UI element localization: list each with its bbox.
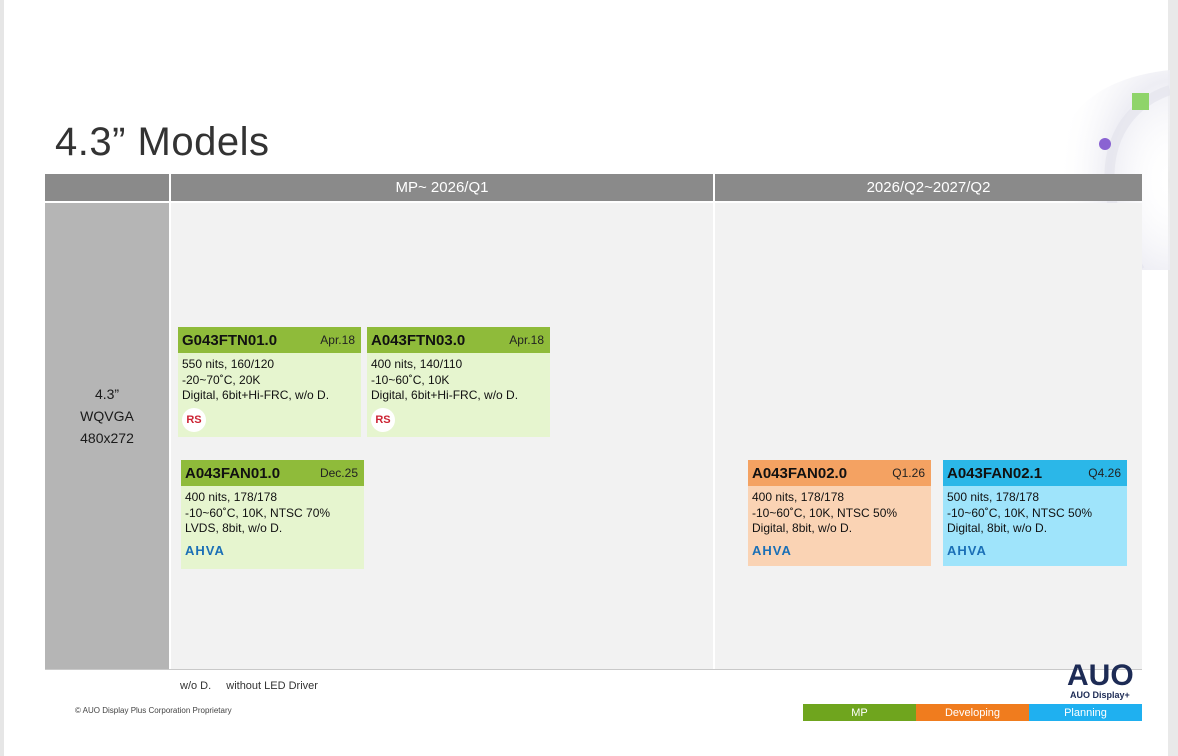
copyright: © AUO Display Plus Corporation Proprieta…	[75, 706, 232, 715]
status-legend: MP Developing Planning	[803, 704, 1142, 721]
legend-item-developing: Developing	[916, 704, 1029, 721]
card-body: 400 nits, 140/110 -10~60˚C, 10K Digital,…	[367, 353, 550, 437]
row-label: 4.3” WQVGA 480x272	[45, 203, 169, 669]
card-date: Apr.18	[509, 333, 544, 347]
card-spec-line: 500 nits, 178/178	[947, 490, 1040, 504]
card-spec-line: 550 nits, 160/120	[182, 357, 275, 371]
card-spec-line: -10~60˚C, 10K, NTSC 50%	[947, 505, 1093, 520]
table-bottom-line	[45, 669, 1142, 670]
footnote-abbr: w/o D.	[180, 680, 212, 692]
card-spec-line: 400 nits, 140/110	[371, 357, 463, 371]
page-edge-left	[0, 0, 4, 756]
card-header: A043FTN03.0 Apr.18	[367, 327, 550, 353]
card-spec-line: 400 nits, 178/178	[185, 490, 278, 504]
rs-badge-icon: RS	[182, 407, 206, 432]
model-card-a043fan01: A043FAN01.0 Dec.25 400 nits, 178/178 -10…	[181, 460, 364, 569]
card-date: Dec.25	[319, 466, 358, 480]
decorative-square	[1132, 93, 1149, 110]
rs-badge-icon: RS	[371, 407, 395, 432]
column-header-mp: MP~ 2026/Q1	[171, 174, 713, 201]
card-model-name: A043FAN01.0	[185, 464, 281, 482]
footnote: w/o D. without LED Driver	[180, 680, 318, 692]
auo-logo-text: AUO	[1067, 661, 1133, 687]
card-spec-line: Digital, 8bit, w/o D.	[947, 521, 1048, 535]
ahva-logo-text: AHVA	[185, 543, 225, 557]
ahva-logo-text: AHVA	[947, 543, 987, 557]
table-header-corner	[45, 174, 169, 201]
card-spec-line: -10~60˚C, 10K, NTSC 70%	[185, 505, 331, 520]
ahva-logo-icon: AHVA	[752, 543, 792, 557]
planning-area	[715, 203, 1142, 669]
model-card-a043fan02-0: A043FAN02.0 Q1.26 400 nits, 178/178 -10~…	[748, 460, 931, 566]
row-label-resolution: 480x272	[80, 430, 134, 446]
card-model-name: A043FAN02.1	[947, 464, 1043, 482]
ahva-logo-icon: AHVA	[185, 543, 225, 557]
card-header: A043FAN02.0 Q1.26	[748, 460, 931, 486]
card-model-name: A043FAN02.0	[752, 464, 848, 482]
card-spec-line: 400 nits, 178/178	[752, 490, 845, 504]
card-body: 400 nits, 178/178 -10~60˚C, 10K, NTSC 70…	[181, 486, 364, 569]
ahva-logo-text: AHVA	[752, 543, 792, 557]
card-date: Q1.26	[892, 466, 925, 480]
card-model-name: A043FTN03.0	[371, 331, 466, 349]
card-model-name: G043FTN01.0	[182, 331, 278, 349]
brand-subtitle: AUO Display+	[1070, 690, 1130, 700]
card-spec-line: Digital, 6bit+Hi-FRC, w/o D.	[371, 388, 519, 402]
model-card-a043fan02-1: A043FAN02.1 Q4.26 500 nits, 178/178 -10~…	[943, 460, 1127, 566]
model-card-g043ftn01: G043FTN01.0 Apr.18 550 nits, 160/120 -20…	[178, 327, 361, 437]
card-header: G043FTN01.0 Apr.18	[178, 327, 361, 353]
footnote-meaning: without LED Driver	[226, 680, 318, 692]
card-header: A043FAN01.0 Dec.25	[181, 460, 364, 486]
ahva-logo-icon: AHVA	[947, 543, 987, 557]
column-header-planning: 2026/Q2~2027/Q2	[715, 174, 1142, 201]
card-spec-line: Digital, 6bit+Hi-FRC, w/o D.	[182, 388, 330, 402]
card-spec-line: LVDS, 8bit, w/o D.	[185, 521, 283, 535]
card-date: Q4.26	[1088, 466, 1121, 480]
column-divider	[713, 174, 715, 669]
card-header: A043FAN02.1 Q4.26	[943, 460, 1127, 486]
card-body: 400 nits, 178/178 -10~60˚C, 10K, NTSC 50…	[748, 486, 931, 566]
card-spec-line: -10~60˚C, 10K	[371, 372, 450, 387]
decorative-dot	[1099, 138, 1111, 150]
page-edge-right	[1168, 0, 1178, 756]
model-card-a043ftn03: A043FTN03.0 Apr.18 400 nits, 140/110 -10…	[367, 327, 550, 437]
card-spec-line: -10~60˚C, 10K, NTSC 50%	[752, 505, 898, 520]
row-label-size: 4.3”	[94, 386, 120, 402]
card-date: Apr.18	[320, 333, 355, 347]
card-spec-line: -20~70˚C, 20K	[182, 372, 261, 387]
row-label-resolution-name: WQVGA	[80, 408, 134, 424]
legend-item-planning: Planning	[1029, 704, 1142, 721]
legend-item-mp: MP	[803, 704, 916, 721]
card-body: 550 nits, 160/120 -20~70˚C, 20K Digital,…	[178, 353, 361, 437]
auo-logo-icon: AUO	[1067, 661, 1133, 687]
card-body: 500 nits, 178/178 -10~60˚C, 10K, NTSC 50…	[943, 486, 1127, 566]
card-spec-line: Digital, 8bit, w/o D.	[752, 521, 853, 535]
page-title: 4.3” Models	[55, 120, 270, 164]
